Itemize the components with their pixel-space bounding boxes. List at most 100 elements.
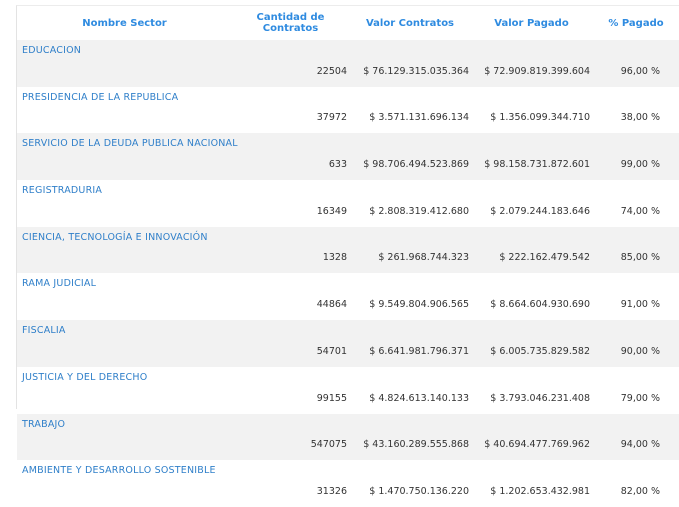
value-cell: $ 3.793.046.231.408 — [471, 367, 592, 414]
value-cell: 85,00 % — [592, 226, 679, 274]
sector-name-cell: JUSTICIA Y DEL DERECHO — [17, 367, 232, 414]
table-row: SERVICIO DE LA DEUDA PUBLICA NACIONAL 633… — [17, 133, 679, 181]
cell-value: $ 40.694.477.769.962 — [484, 439, 590, 451]
cell-value: 79,00 % — [620, 392, 660, 404]
table-row: AMBIENTE Y DESARROLLO SOSTENIBLE 31326 $ 1… — [17, 460, 679, 507]
value-cell: 82,00 % — [592, 460, 679, 507]
value-cell: 547075 — [232, 413, 349, 461]
cell-value: $ 3.571.131.696.134 — [369, 112, 469, 124]
cell-value: 31326 — [316, 485, 347, 497]
sector-name: JUSTICIA Y DEL DERECHO — [22, 371, 148, 383]
value-cell: 96,00 % — [592, 40, 679, 87]
column-header[interactable]: % Pagado — [608, 17, 664, 29]
cell-value: $ 1.356.099.344.710 — [490, 112, 590, 124]
table-row: RAMA JUDICIAL 44864 $ 9.549.804.906.565 $ 8… — [17, 273, 679, 320]
sector-name-cell: PRESIDENCIA DE LA REPUBLICA — [17, 87, 232, 134]
value-cell: 633 — [232, 133, 349, 181]
header-row: Nombre Sector Cantidad de Contratos Valor … — [17, 6, 679, 40]
table-container: Nombre Sector Cantidad de Contratos Valor … — [16, 5, 679, 497]
cell-value: 94,00 % — [620, 439, 660, 451]
value-cell: 37972 — [232, 87, 349, 134]
cell-value: $ 6.641.981.796.371 — [369, 345, 469, 357]
value-cell: $ 43.160.289.555.868 — [349, 413, 471, 461]
value-cell: $ 98.158.731.872.601 — [471, 133, 592, 181]
cell-value: 99155 — [316, 392, 347, 404]
sector-name: CIENCIA, TECNOLOGÍA E INNOVACIÓN — [22, 231, 208, 243]
sector-name-cell: REGISTRADURIA — [17, 180, 232, 227]
table-row: EDUCACION 22504 $ 76.129.315.035.364 $ 72.9… — [17, 40, 679, 87]
value-cell: 22504 — [232, 40, 349, 87]
cell-value: $ 3.793.046.231.408 — [490, 392, 590, 404]
table-body: EDUCACION 22504 $ 76.129.315.035.364 $ 72.9… — [17, 40, 679, 507]
value-cell: 79,00 % — [592, 367, 679, 414]
cell-value: $ 1.202.653.432.981 — [490, 485, 590, 497]
value-cell: 31326 — [232, 460, 349, 507]
cell-value: 91,00 % — [620, 299, 660, 311]
table-row: REGISTRADURIA 16349 $ 2.808.319.412.680 $ 2… — [17, 180, 679, 227]
value-cell: $ 1.202.653.432.981 — [471, 460, 592, 507]
value-cell: $ 2.808.319.412.680 — [349, 180, 471, 227]
cell-value: 99,00 % — [620, 159, 660, 171]
value-cell: $ 76.129.315.035.364 — [349, 40, 471, 87]
value-cell: 91,00 % — [592, 273, 679, 320]
cell-value: $ 98.158.731.872.601 — [484, 159, 590, 171]
column-header[interactable]: Valor Pagado — [494, 17, 569, 29]
value-cell: 54701 — [232, 320, 349, 367]
value-cell: 99,00 % — [592, 133, 679, 181]
cell-value: 547075 — [310, 439, 347, 451]
cell-value: 37972 — [316, 112, 347, 124]
value-cell: $ 9.549.804.906.565 — [349, 273, 471, 320]
value-cell: 99155 — [232, 367, 349, 414]
cell-value: 16349 — [316, 205, 347, 217]
value-cell: $ 72.909.819.399.604 — [471, 40, 592, 87]
value-cell: $ 1.470.750.136.220 — [349, 460, 471, 507]
value-cell: $ 1.356.099.344.710 — [471, 87, 592, 134]
sector-name: PRESIDENCIA DE LA REPUBLICA — [22, 91, 179, 103]
value-cell: 74,00 % — [592, 180, 679, 227]
value-cell: $ 98.706.494.523.869 — [349, 133, 471, 181]
cell-value: 38,00 % — [620, 112, 660, 124]
cell-value: $ 261.968.744.323 — [378, 252, 469, 264]
cell-value: $ 1.470.750.136.220 — [369, 485, 469, 497]
column-header[interactable]: Valor Contratos — [365, 17, 455, 29]
sector-table: Nombre Sector Cantidad de Contratos Valor … — [17, 6, 679, 507]
cell-value: $ 222.162.479.542 — [499, 252, 590, 264]
value-cell: 38,00 % — [592, 87, 679, 134]
column-header[interactable]: Cantidad de Contratos — [256, 12, 325, 34]
value-cell: $ 6.005.735.829.582 — [471, 320, 592, 367]
sector-name-cell: AMBIENTE Y DESARROLLO SOSTENIBLE — [17, 460, 232, 507]
cell-value: $ 9.549.804.906.565 — [369, 299, 469, 311]
value-cell: 90,00 % — [592, 320, 679, 367]
sector-name: AMBIENTE Y DESARROLLO SOSTENIBLE — [22, 465, 216, 477]
value-cell: $ 4.824.613.140.133 — [349, 367, 471, 414]
sector-name: TRABAJO — [22, 418, 66, 430]
cell-value: 54701 — [316, 345, 347, 357]
value-cell: 16349 — [232, 180, 349, 227]
value-cell: $ 40.694.477.769.962 — [471, 413, 592, 461]
value-cell: 44864 — [232, 273, 349, 320]
table-row: PRESIDENCIA DE LA REPUBLICA 37972 $ 3.571.… — [17, 87, 679, 134]
sector-name: FISCALIA — [22, 325, 66, 337]
cell-value: 74,00 % — [620, 205, 660, 217]
value-cell: $ 261.968.744.323 — [349, 226, 471, 274]
table-row: TRABAJO 547075 $ 43.160.289.555.868 $ 40.69… — [17, 413, 679, 461]
column-header[interactable]: Nombre Sector — [82, 17, 167, 29]
sector-name: RAMA JUDICIAL — [22, 278, 97, 290]
cell-value: 82,00 % — [620, 485, 660, 497]
sector-name-cell: CIENCIA, TECNOLOGÍA E INNOVACIÓN — [17, 226, 232, 274]
cell-value: $ 2.079.244.183.646 — [490, 205, 590, 217]
cell-value: 44864 — [316, 299, 347, 311]
cell-value: $ 8.664.604.930.690 — [490, 299, 590, 311]
sector-name: SERVICIO DE LA DEUDA PUBLICA NACIONAL — [22, 138, 238, 150]
value-cell: $ 2.079.244.183.646 — [471, 180, 592, 227]
sector-name-cell: EDUCACION — [17, 40, 232, 87]
cell-value: $ 76.129.315.035.364 — [363, 65, 469, 77]
sector-name-cell: RAMA JUDICIAL — [17, 273, 232, 320]
cell-value: $ 2.808.319.412.680 — [369, 205, 469, 217]
cell-value: $ 72.909.819.399.604 — [484, 65, 590, 77]
cell-value: 1328 — [322, 252, 347, 264]
value-cell: 1328 — [232, 226, 349, 274]
cell-value: $ 98.706.494.523.869 — [363, 159, 469, 171]
value-cell: $ 222.162.479.542 — [471, 226, 592, 274]
value-cell: $ 3.571.131.696.134 — [349, 87, 471, 134]
